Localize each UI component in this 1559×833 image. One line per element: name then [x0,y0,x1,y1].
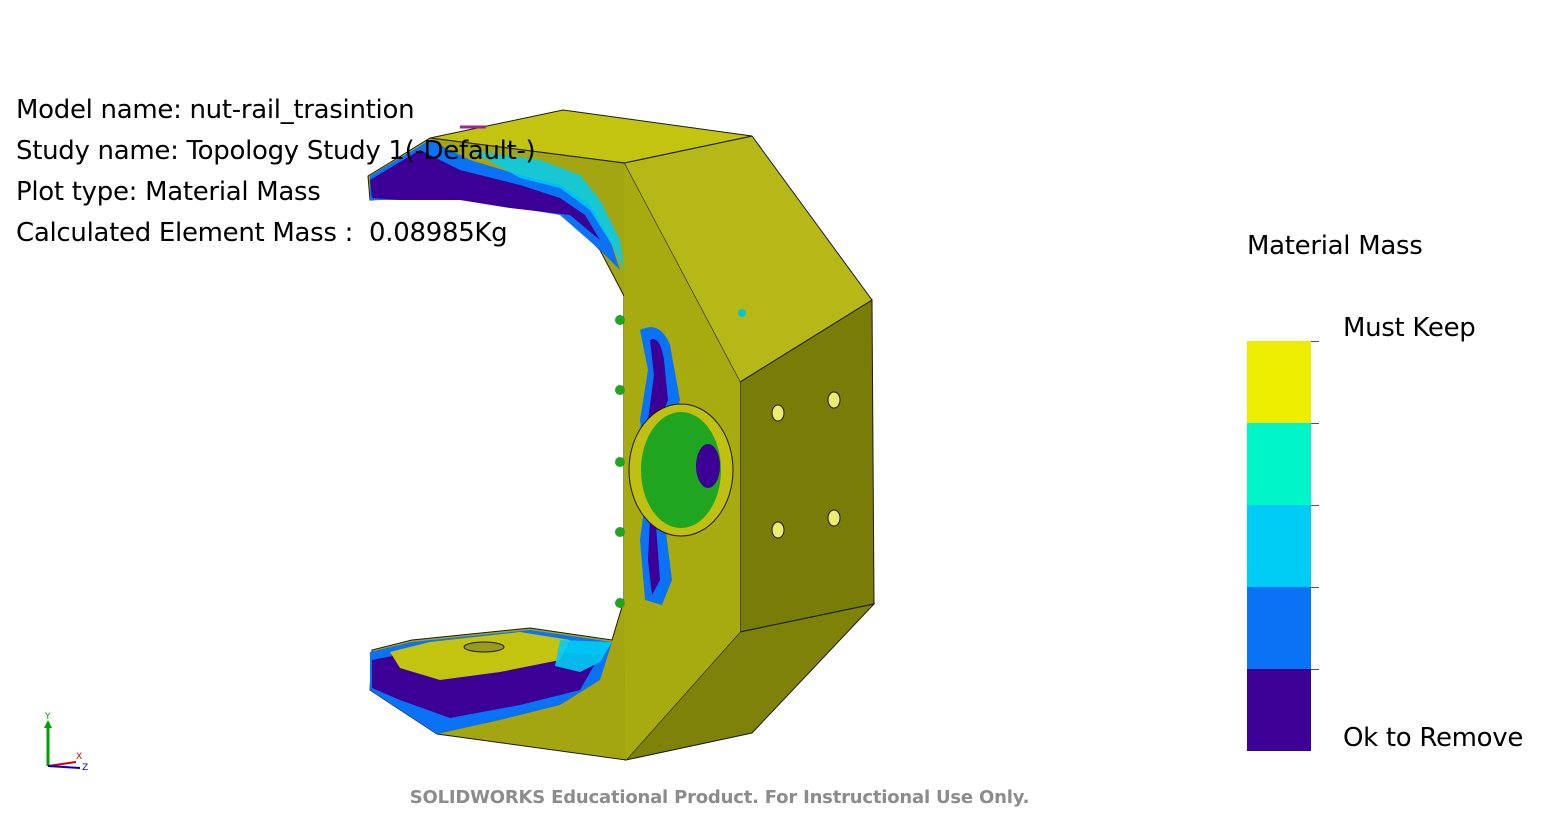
fixture-marker [615,457,625,467]
plot-type-label: Plot type: Material Mass [16,177,321,207]
fixture-marker [615,315,625,325]
load-marker [738,309,746,317]
model-name-label: Model name: nut-rail_trasintion [16,95,415,125]
side-hole-2 [827,391,841,409]
center-bore-fixture [641,412,721,528]
legend-title: Material Mass [1247,231,1423,261]
legend-min-label: Ok to Remove [1343,723,1524,753]
fixture-marker [615,385,625,395]
legend-band [1247,669,1311,751]
legend-tick [1311,505,1319,506]
educational-watermark: SOLIDWORKS Educational Product. For Inst… [409,787,1030,808]
triad-y-label: Y [44,712,51,722]
legend-band [1247,587,1311,669]
legend-tick [1311,669,1319,670]
legend-band [1247,505,1311,587]
triad-z-label: Z [82,763,88,772]
element-mass-label: Calculated Element Mass : 0.08985Kg [16,218,508,248]
bottom-pad [463,641,505,653]
fixture-marker [615,527,625,537]
side-hole-3 [771,521,785,539]
center-bore-inner [696,444,720,488]
side-hole-4 [827,509,841,527]
study-name-label: Study name: Topology Study 1(-Default-) [16,136,536,166]
bottom-arm-keep-zone [390,632,570,680]
legend-band [1247,341,1311,423]
legend-tick [1311,423,1319,424]
side-hole-1 [771,404,785,422]
bottom-arm-cyan-edge [555,640,612,672]
legend-max-label: Must Keep [1343,313,1476,343]
coordinate-triad-icon[interactable]: Y X Z [36,708,96,772]
legend-color-bar[interactable] [1247,341,1311,751]
triad-x-label: X [76,752,82,762]
top-arm-removal-core [370,150,600,240]
legend-tick [1311,587,1319,588]
legend-band [1247,423,1311,505]
top-arm-cyan-edge [470,150,624,270]
fixture-marker [615,598,625,608]
